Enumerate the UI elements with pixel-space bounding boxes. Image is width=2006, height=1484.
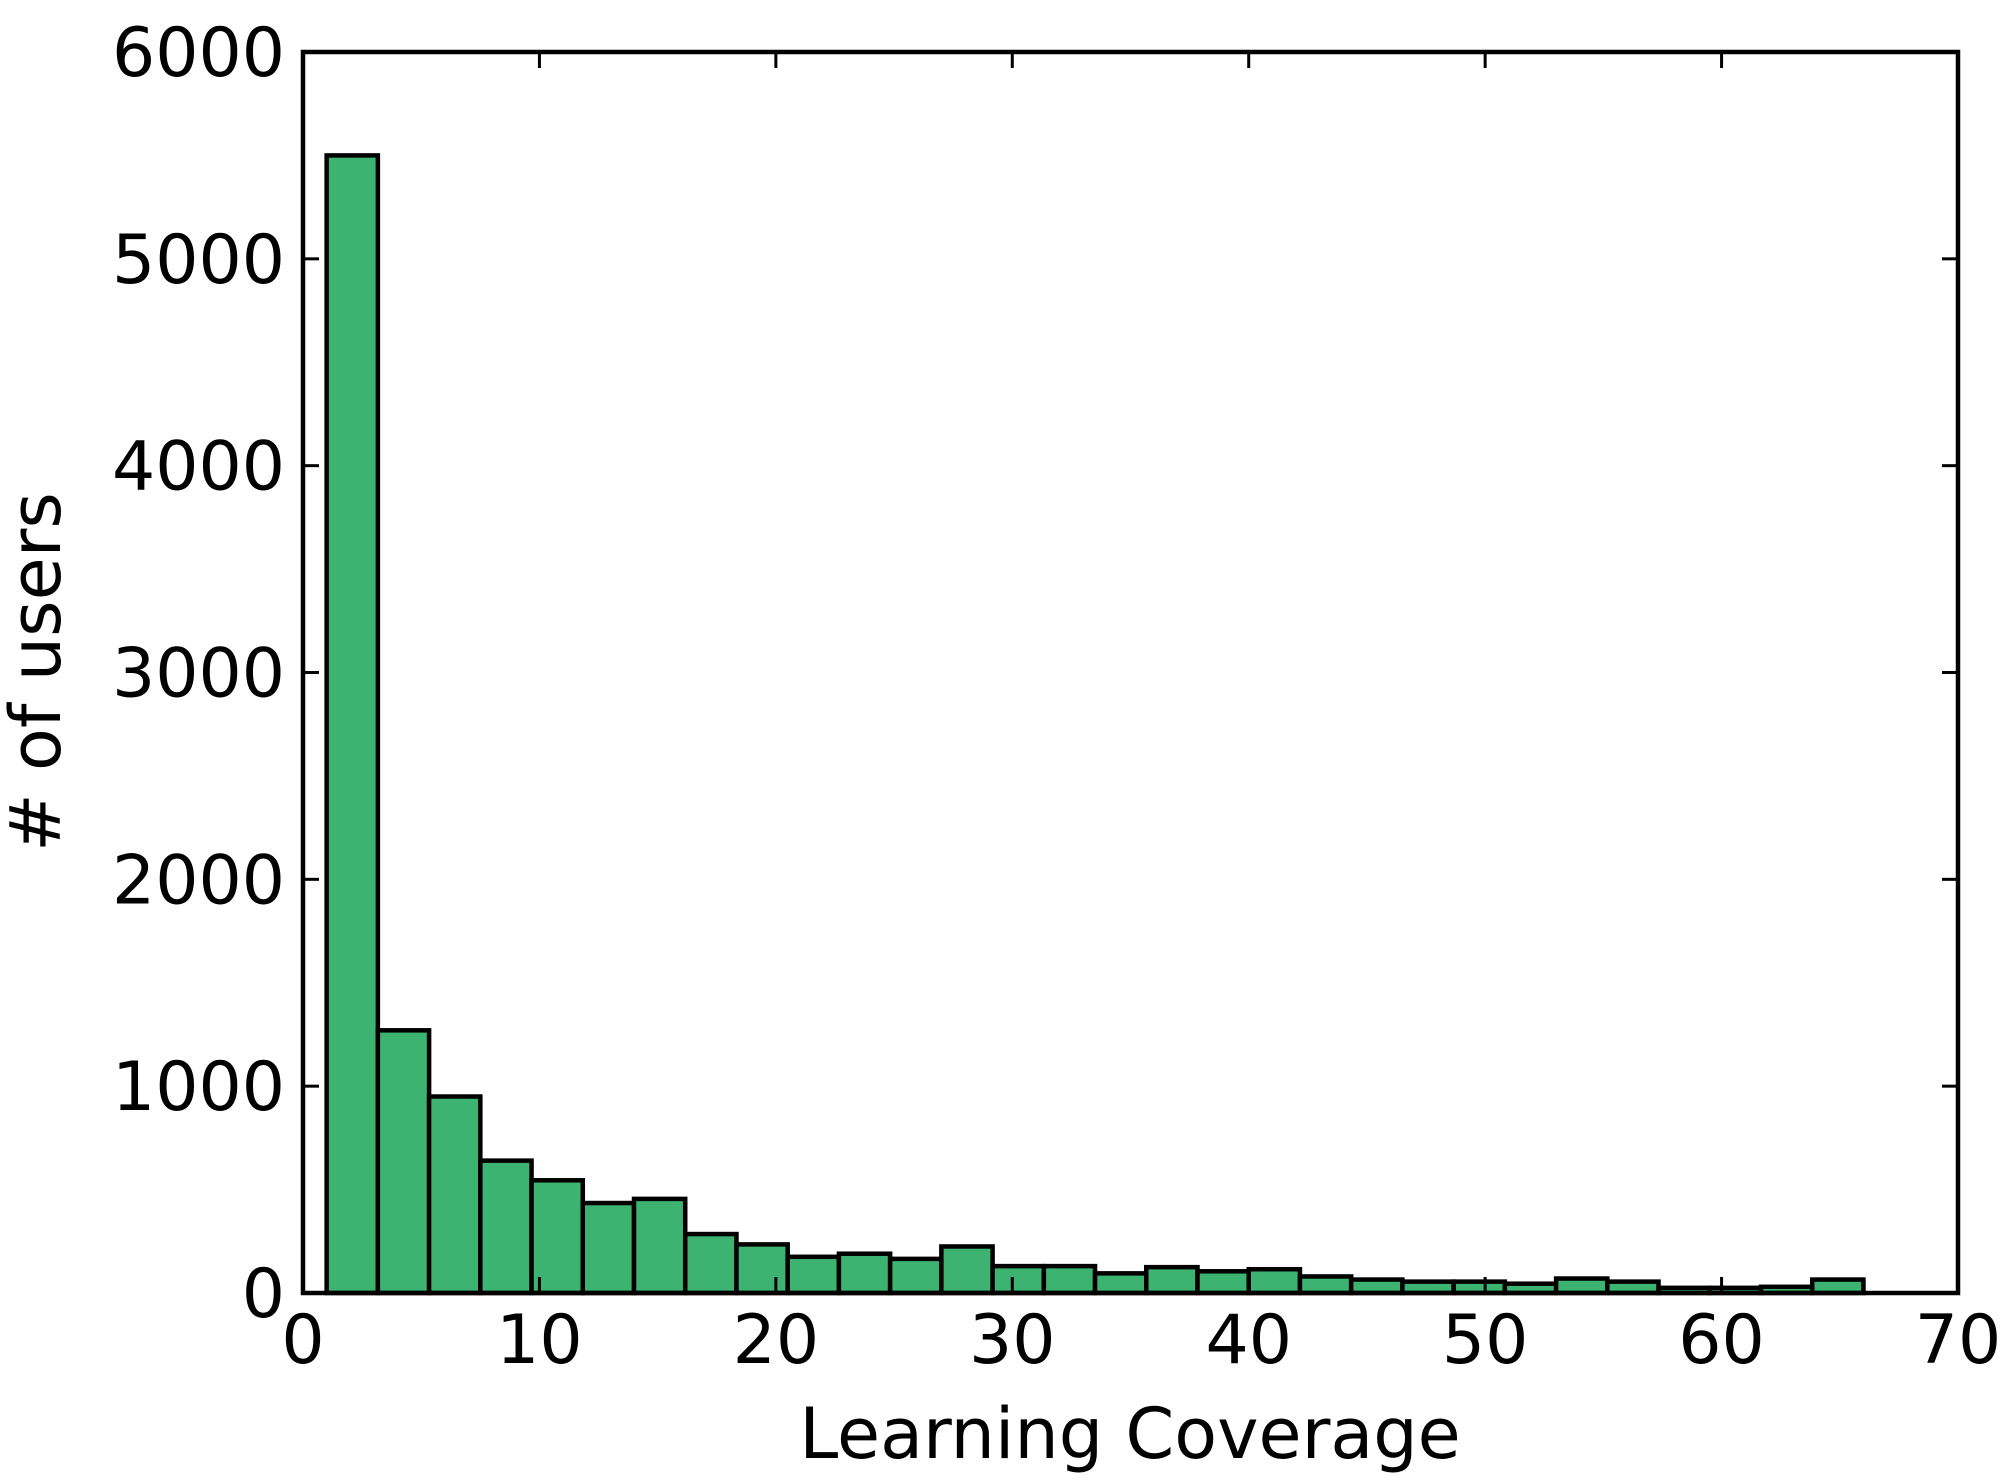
x-tick-label: 20 [733,1301,820,1380]
histogram-bar [1246,1266,1303,1296]
histogram-bar [631,1196,688,1296]
x-axis-label: Learning Coverage [799,1393,1461,1475]
axis-ticks [301,50,1960,1295]
x-tick-label: 50 [1442,1301,1529,1380]
y-tick-label: 3000 [112,635,285,714]
plot-frame [300,49,1961,1296]
y-tick-labels: 0 1000 2000 3000 4000 5000 6000 [112,14,285,1334]
histogram-bar [785,1254,842,1296]
y-tick-label: 1000 [112,1048,285,1127]
histogram-bar [375,1028,432,1296]
y-axis-label: # of users [0,492,77,852]
histogram-bar [682,1231,739,1296]
histogram-bar [939,1244,995,1296]
y-tick-label: 5000 [112,221,285,300]
histogram-bar [426,1094,483,1296]
histogram-bar [529,1178,586,1296]
histogram-bar [1041,1263,1098,1296]
histogram-bar [734,1242,790,1296]
histogram-bar [887,1256,944,1296]
x-tick-label: 0 [281,1301,324,1380]
histogram-bar [1092,1271,1149,1296]
histogram-bar [1195,1269,1251,1296]
x-tick-label: 10 [496,1301,583,1380]
histogram-bar [1297,1274,1354,1296]
y-tick-label: 0 [242,1255,285,1334]
y-tick-label: 4000 [112,428,285,507]
y-tick-label: 6000 [112,14,285,93]
histogram-bar [580,1200,637,1296]
histogram-bar [990,1263,1047,1296]
histogram-bar [324,153,381,1296]
histogram-bar [836,1251,893,1296]
x-tick-label: 60 [1678,1301,1765,1380]
histogram-bar [1144,1264,1200,1296]
x-tick-labels: 0 10 20 30 40 50 60 70 [281,1301,2001,1380]
histogram-bar [478,1158,534,1296]
x-tick-label: 30 [969,1301,1056,1380]
x-tick-label: 40 [1205,1301,1292,1380]
x-tick-label: 70 [1915,1301,2002,1380]
histogram-bars [324,153,1866,1296]
y-tick-label: 2000 [112,841,285,920]
